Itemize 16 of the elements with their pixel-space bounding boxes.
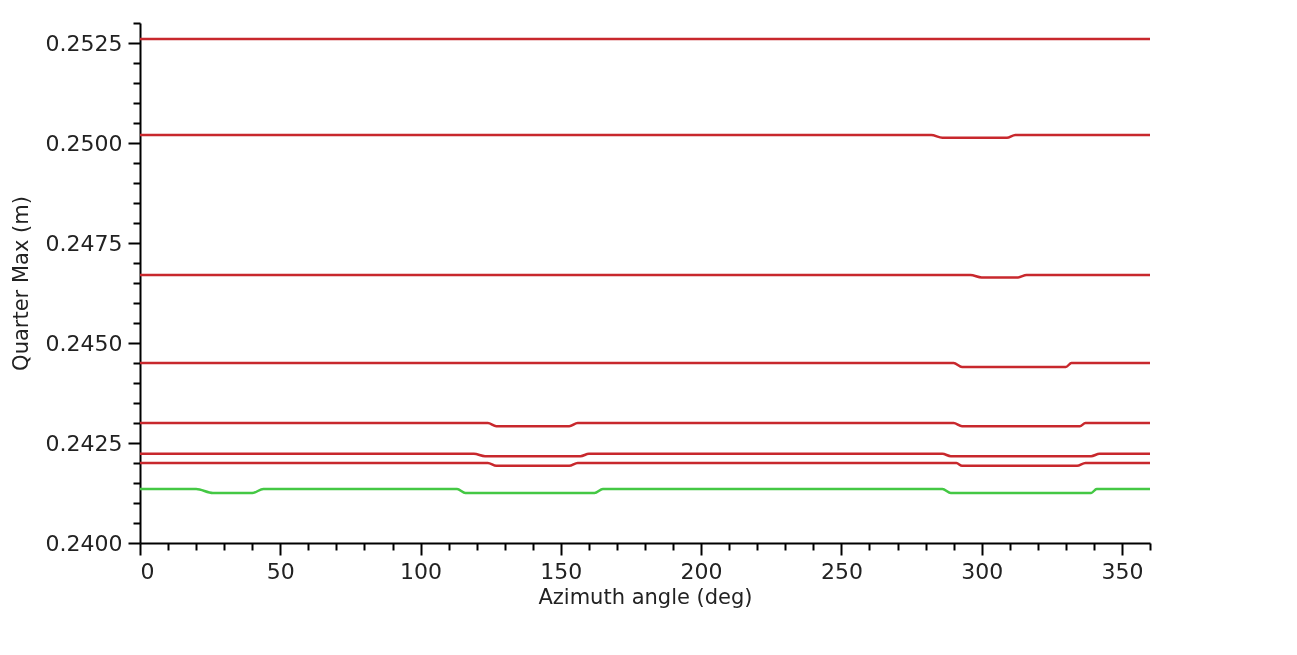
y-tick-label: 0.2525 (45, 30, 123, 56)
y-axis-title: Quarter Max (m) (8, 196, 33, 371)
x-tick-label: 250 (820, 558, 863, 584)
x-tick-label: 200 (680, 558, 723, 584)
y-tick-label: 0.2425 (45, 430, 123, 456)
x-tick-label: 350 (1101, 558, 1144, 584)
x-tick-label: 300 (961, 558, 1004, 584)
y-tick-label: 0.2450 (45, 330, 123, 356)
x-tick-label: 150 (540, 558, 583, 584)
y-tick-label: 0.2475 (45, 230, 123, 256)
x-tick-label: 0 (140, 558, 155, 584)
y-tick-label: 0.2500 (45, 130, 123, 156)
x-tick-label: 100 (400, 558, 443, 584)
x-axis-title: Azimuth angle (deg) (538, 584, 753, 609)
y-tick-label: 0.2400 (45, 530, 123, 556)
x-tick-label: 50 (266, 558, 295, 584)
